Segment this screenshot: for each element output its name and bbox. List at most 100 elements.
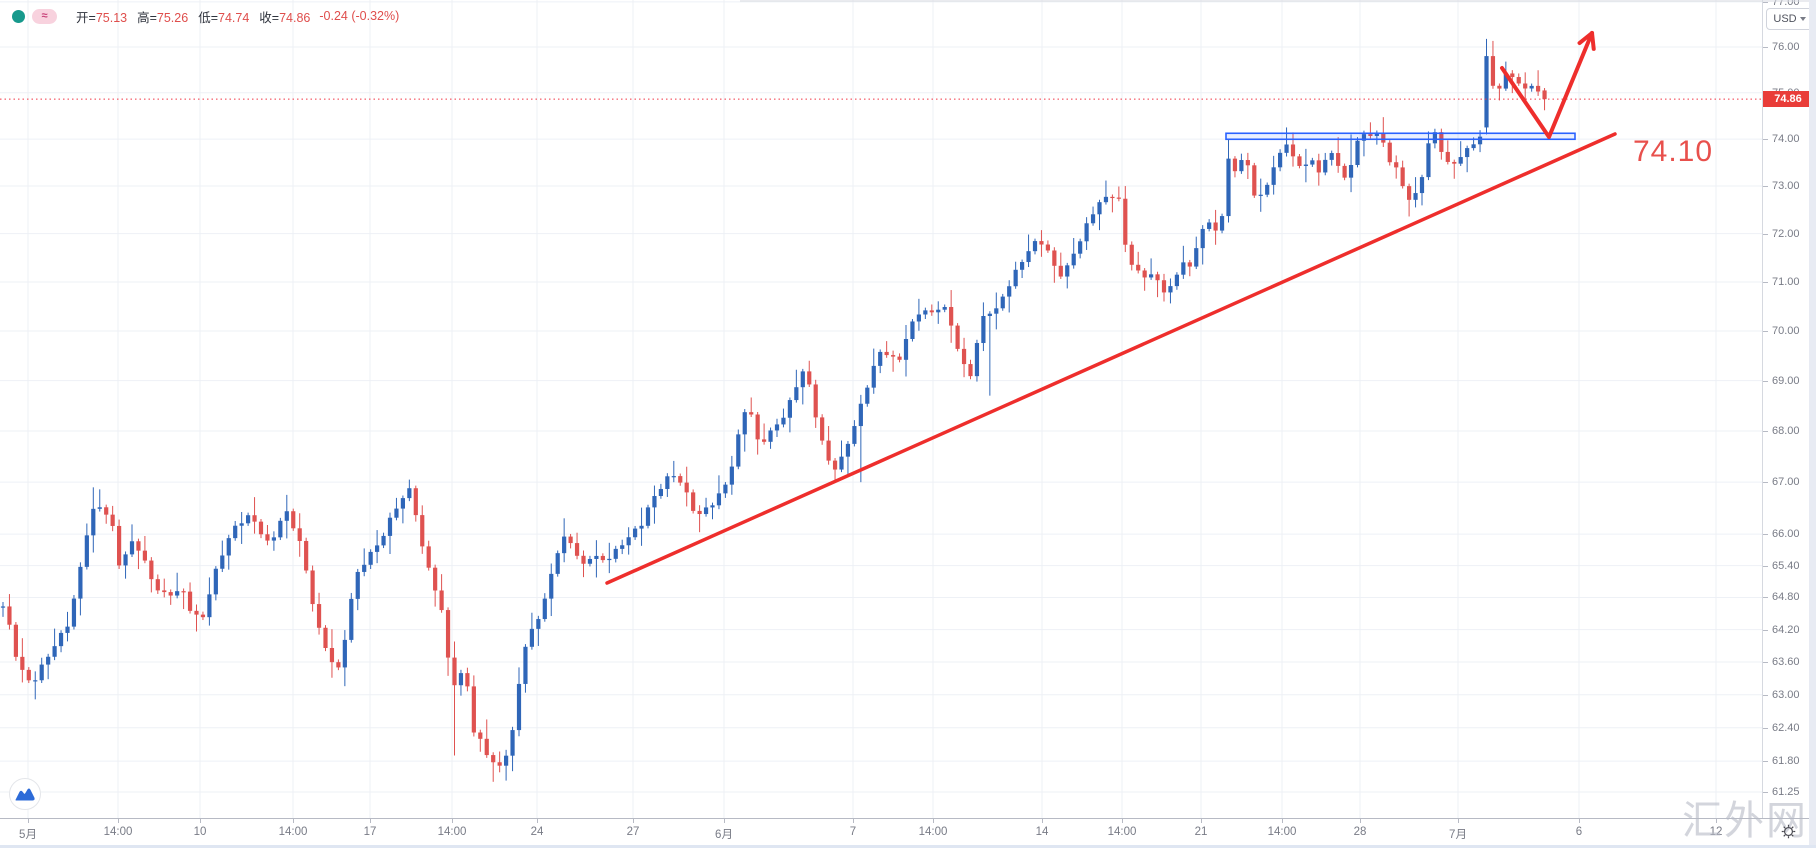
time-tick <box>28 819 29 823</box>
price-tick <box>1763 139 1768 141</box>
price-tick <box>1763 761 1768 763</box>
ohlc-values: 开=75.13 高=75.26 低=74.74 收=74.86 <box>76 7 310 26</box>
time-tick <box>1201 819 1202 823</box>
change-value: -0.24 (-0.32%) <box>319 9 400 23</box>
ohlc-item: 收=74.86 <box>259 7 310 26</box>
time-tick <box>1360 819 1361 823</box>
ohlc-item-value: 74.74 <box>218 10 250 25</box>
time-label: 14:00 <box>1267 826 1297 838</box>
price-label: 64.80 <box>1772 591 1800 604</box>
time-tick <box>118 819 119 823</box>
time-tick <box>1579 819 1580 823</box>
trendline-drawing[interactable] <box>605 132 1617 585</box>
time-tick <box>1458 819 1459 823</box>
time-tick <box>1282 819 1283 823</box>
price-label: 77.00 <box>1772 0 1800 8</box>
price-label: 65.40 <box>1772 559 1800 572</box>
area-chart-logo-icon <box>15 788 35 801</box>
top-edge-shade <box>740 0 1816 2</box>
time-tick <box>933 819 934 823</box>
resistance-line-drawing[interactable] <box>1225 132 1576 141</box>
price-tick <box>1763 47 1768 48</box>
price-tick <box>1763 380 1768 382</box>
projection-arrow-drawing[interactable] <box>1500 31 1596 139</box>
ohlc-item-label: 开= <box>76 10 96 25</box>
time-label: 12 <box>1709 826 1723 838</box>
chevron-down-icon <box>1799 16 1807 22</box>
time-tick <box>724 819 725 823</box>
price-label: 62.40 <box>1772 721 1800 734</box>
time-tick <box>853 819 854 823</box>
price-label: 64.20 <box>1772 623 1800 636</box>
site-logo-button[interactable] <box>9 778 41 810</box>
time-label: 14:00 <box>437 826 467 838</box>
currency-dropdown[interactable]: USD <box>1766 8 1814 30</box>
time-label: 14:00 <box>1107 826 1137 838</box>
ohlc-item-label: 低= <box>198 10 218 25</box>
series-status-dot-icon <box>12 9 25 23</box>
price-label: 72.00 <box>1772 227 1800 240</box>
time-label: 14:00 <box>103 826 133 838</box>
price-tick <box>1763 281 1768 283</box>
candlestick-series <box>0 38 1547 782</box>
price-callout-label[interactable]: 74.10 <box>1632 135 1714 168</box>
price-label: 76.00 <box>1772 41 1800 53</box>
price-tick <box>1763 597 1768 599</box>
price-tick <box>1763 534 1768 536</box>
time-tick <box>1042 819 1043 823</box>
approx-badge-icon: ≈ <box>32 8 57 24</box>
axis-settings-gear-icon[interactable] <box>1781 824 1796 839</box>
time-label: 17 <box>363 826 377 838</box>
price-tick <box>1763 1 1768 3</box>
price-label: 69.00 <box>1772 374 1800 387</box>
price-label: 70.00 <box>1772 324 1800 337</box>
time-tick <box>1122 819 1123 823</box>
ohlc-item-label: 收= <box>259 10 280 25</box>
site-watermark: 汇外网 <box>1682 799 1808 843</box>
ohlc-item-value: 75.13 <box>95 10 128 25</box>
grid <box>0 0 1762 818</box>
price-tick <box>1763 661 1768 663</box>
time-label: 14:00 <box>278 826 308 838</box>
candlestick-chart-canvas[interactable] <box>0 0 1762 818</box>
ohlc-item-value: 74.86 <box>279 10 311 25</box>
price-label: 73.00 <box>1772 180 1800 193</box>
time-label: 28 <box>1353 826 1367 838</box>
last-price-tag: 74.86 <box>1763 91 1813 108</box>
time-axis[interactable]: 5月 14:00 10 14:00 17 14:00 24 27 6月 7 14:00 14 14:00… <box>0 818 1816 848</box>
price-label: 74.00 <box>1772 133 1800 146</box>
price-label: 71.00 <box>1772 275 1800 288</box>
price-label: 61.80 <box>1772 755 1800 768</box>
price-label: 61.25 <box>1772 785 1800 798</box>
time-tick <box>633 819 634 823</box>
price-label: 63.00 <box>1772 688 1800 701</box>
time-tick <box>1716 819 1717 823</box>
ohlc-item: 开=75.13 <box>76 7 127 26</box>
symbol-legend[interactable]: ≈ 开=75.13 高=75.26 低=74.74 收=74.86 -0.24 (-0… <box>12 5 399 27</box>
time-label: 7月 <box>1449 829 1467 841</box>
right-edge-scrollbar[interactable] <box>1809 0 1816 848</box>
ohlc-item: 低=74.74 <box>198 7 249 26</box>
time-tick <box>293 819 294 823</box>
price-tick <box>1763 233 1768 235</box>
time-label: 5月 <box>19 829 37 841</box>
time-label: 6月 <box>715 829 733 841</box>
time-label: 10 <box>193 826 207 838</box>
price-tick <box>1763 629 1768 631</box>
price-tick <box>1763 431 1768 433</box>
price-tick <box>1763 791 1768 793</box>
time-label: 14 <box>1035 826 1049 838</box>
bottom-edge-strip <box>0 845 1816 848</box>
time-label: 6 <box>1575 826 1583 838</box>
price-tick <box>1763 330 1768 332</box>
price-tick <box>1763 694 1768 696</box>
price-label: 66.00 <box>1772 528 1800 541</box>
price-label: 63.60 <box>1772 655 1800 668</box>
ohlc-item-label: 高= <box>137 10 157 25</box>
price-tick <box>1763 727 1768 729</box>
price-axis[interactable]: USD 77.0076.0075.0074.0073.0072.0071.007… <box>1762 0 1816 818</box>
time-tick <box>452 819 453 823</box>
time-tick <box>537 819 538 823</box>
time-tick <box>200 819 201 823</box>
